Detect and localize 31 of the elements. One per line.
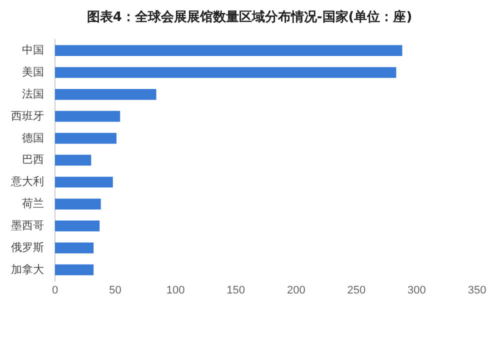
y-tick-label: 法国 [22,87,44,100]
y-tick-label: 中国 [22,44,44,57]
y-tick-label: 俄罗斯 [11,240,44,254]
y-tick-label: 美国 [22,66,44,79]
bar [55,198,101,210]
y-tick-label: 墨西哥 [11,220,44,232]
bar [55,67,396,78]
chart-title: 图表4：全球会展展馆数量区域分布情况-国家(单位：座) [86,8,414,27]
bar [55,110,120,122]
x-tick-label: 0 [52,284,58,296]
y-tick-label: 意大利 [10,175,44,188]
y-tick-label: 德国 [22,132,44,144]
x-tick-label: 300 [408,284,426,296]
y-tick-label: 加拿大 [11,262,44,276]
y-tick-label: 巴西 [22,154,44,166]
bar [55,176,113,188]
x-tick-label: 350 [468,284,486,296]
bar [55,154,92,166]
x-tick-label: 200 [286,284,306,296]
bar [55,242,94,254]
x-tick-label: 100 [166,284,185,296]
bar [55,264,94,276]
x-tick-label: 50 [109,284,122,296]
x-tick-label: 250 [347,284,366,296]
bar [55,132,116,144]
y-tick-label: 西班牙 [11,109,44,122]
bar [55,220,100,232]
bar [55,45,402,56]
y-tick-label: 荷兰 [22,197,44,210]
x-tick-label: 150 [226,284,246,296]
bar [55,88,156,100]
